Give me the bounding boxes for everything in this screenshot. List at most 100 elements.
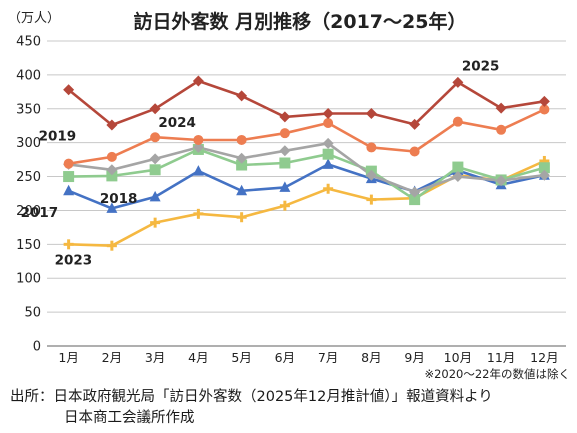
x-tick-label-8: 8月 — [361, 350, 381, 365]
data-point-2018-7 — [322, 148, 334, 160]
data-point-2019-6 — [279, 145, 291, 157]
series-line-2019 — [68, 142, 545, 194]
data-point-2019-4 — [192, 141, 204, 153]
series-line-2018 — [68, 148, 545, 201]
data-point-2024-9 — [409, 146, 420, 157]
data-point-2019-3 — [149, 153, 161, 165]
series-label-2018: 2018 — [100, 191, 138, 207]
data-point-2019-8 — [365, 169, 377, 181]
data-point-2023-2 — [106, 240, 117, 251]
series-line-2024 — [68, 108, 545, 165]
y-axis-unit-label: （万人） — [8, 11, 60, 26]
data-point-2018-3 — [149, 164, 161, 176]
x-tick-label-1: 1月 — [58, 350, 78, 365]
data-point-2024-3 — [150, 132, 161, 143]
data-point-2018-9 — [409, 194, 421, 206]
source-line-1: 出所：日本政府観光局「訪日外客数（2025年12月推計値）」報道資料より — [10, 389, 493, 405]
data-point-2025-3 — [149, 103, 161, 115]
series-line-2025 — [67, 79, 545, 127]
data-point-2025-6 — [279, 111, 291, 123]
line-chart: 訪日外客数 月別推移（2017～25年） （万人） 0 50 100 150 200 25… — [8, 10, 570, 381]
x-tick-label-3: 3月 — [145, 350, 165, 365]
data-point-2025-7 — [322, 108, 334, 120]
data-point-2025-2 — [106, 119, 118, 131]
data-point-2024-12 — [539, 104, 550, 115]
data-point-2025-4 — [192, 75, 204, 87]
data-point-2018-5 — [236, 159, 248, 171]
data-point-2024-11 — [496, 124, 507, 135]
data-point-2023-1 — [63, 239, 74, 250]
x-tick-label-9: 9月 — [404, 350, 424, 365]
data-point-2023-3 — [150, 217, 161, 228]
data-point-2017-6 — [279, 181, 291, 192]
y-tick-label-50: 50 — [24, 306, 41, 321]
x-tick-label-5: 5月 — [231, 350, 251, 365]
data-point-2023-7 — [323, 183, 334, 194]
series-line-2023 — [68, 159, 545, 247]
y-tick-label-350: 350 — [16, 102, 41, 117]
source-note: 出所：日本政府観光局「訪日外客数（2025年12月推計値）」報道資料より 日本商… — [10, 387, 493, 429]
data-point-2019-9 — [409, 186, 421, 198]
data-point-2024-8 — [366, 142, 377, 153]
chart-title: 訪日外客数 月別推移（2017～25年） — [134, 10, 467, 33]
series-label-2023: 2023 — [55, 252, 93, 268]
series-labels: 2025 2024 2019 2018 2017 2023 — [21, 58, 500, 268]
data-point-2025-11 — [495, 102, 507, 114]
source-line-2: 日本商工会議所作成 — [64, 410, 195, 426]
data-point-2023-6 — [279, 200, 290, 211]
y-tick-label-250: 250 — [16, 170, 41, 185]
y-tick-label-100: 100 — [16, 272, 41, 287]
data-point-2019-12 — [538, 169, 550, 181]
y-tick-label-300: 300 — [16, 136, 41, 151]
data-point-2019-7 — [322, 137, 334, 149]
data-point-2019-11 — [495, 175, 507, 187]
y-tick-label-400: 400 — [16, 68, 41, 83]
x-tick-label-11: 11月 — [487, 350, 515, 365]
x-tick-label-10: 10月 — [444, 350, 472, 365]
data-point-2024-1 — [63, 158, 74, 169]
x-tick-label-6: 6月 — [275, 350, 295, 365]
data-point-2017-3 — [149, 190, 161, 202]
data-point-2018-6 — [279, 157, 291, 169]
data-point-2024-10 — [452, 116, 463, 127]
y-tick-label-200: 200 — [16, 204, 41, 219]
series-label-2017: 2017 — [21, 205, 59, 221]
data-point-2024-7 — [323, 118, 334, 129]
data-point-2018-1 — [63, 171, 75, 183]
data-point-2017-1 — [63, 184, 75, 196]
x-axis-tick-labels: 1月 2月 3月 4月 5月 6月 7月 8月 9月 10月 11月 12月 — [58, 350, 558, 365]
series-markers — [63, 75, 550, 251]
data-point-2024-5 — [236, 134, 247, 145]
series-lines — [67, 79, 545, 247]
y-axis-tick-labels: 0 50 100 150 200 250 300 350 400 450 — [16, 35, 41, 355]
y-tick-label-450: 450 — [16, 35, 41, 50]
data-point-2023-8 — [366, 194, 377, 205]
data-point-2018-2 — [106, 170, 118, 182]
x-tick-label-2: 2月 — [102, 350, 122, 365]
data-point-2024-6 — [279, 128, 290, 139]
data-point-2017-4 — [192, 165, 204, 176]
data-point-2018-12 — [538, 162, 550, 174]
chart-note: ※2020～22年の数値は除く — [424, 367, 570, 381]
series-label-2024: 2024 — [158, 115, 196, 131]
x-tick-label-12: 12月 — [530, 350, 558, 365]
data-point-2025-8 — [365, 108, 377, 120]
data-point-2018-10 — [452, 161, 464, 173]
data-point-2025-9 — [409, 118, 421, 130]
data-point-2025-1 — [63, 84, 75, 96]
series-label-2025: 2025 — [462, 58, 500, 74]
data-point-2025-5 — [236, 90, 248, 102]
x-tick-label-4: 4月 — [188, 350, 208, 365]
data-point-2019-10 — [452, 171, 464, 183]
data-point-2023-4 — [193, 208, 204, 219]
y-tick-label-0: 0 — [33, 340, 41, 355]
data-point-2024-2 — [106, 151, 117, 162]
data-point-2023-5 — [236, 212, 247, 223]
data-point-2019-5 — [236, 152, 248, 164]
y-tick-label-150: 150 — [16, 238, 41, 253]
series-line-2017 — [68, 163, 545, 210]
data-point-2025-10 — [452, 76, 464, 88]
data-point-2017-7 — [322, 158, 334, 169]
series-label-2019: 2019 — [39, 128, 77, 144]
